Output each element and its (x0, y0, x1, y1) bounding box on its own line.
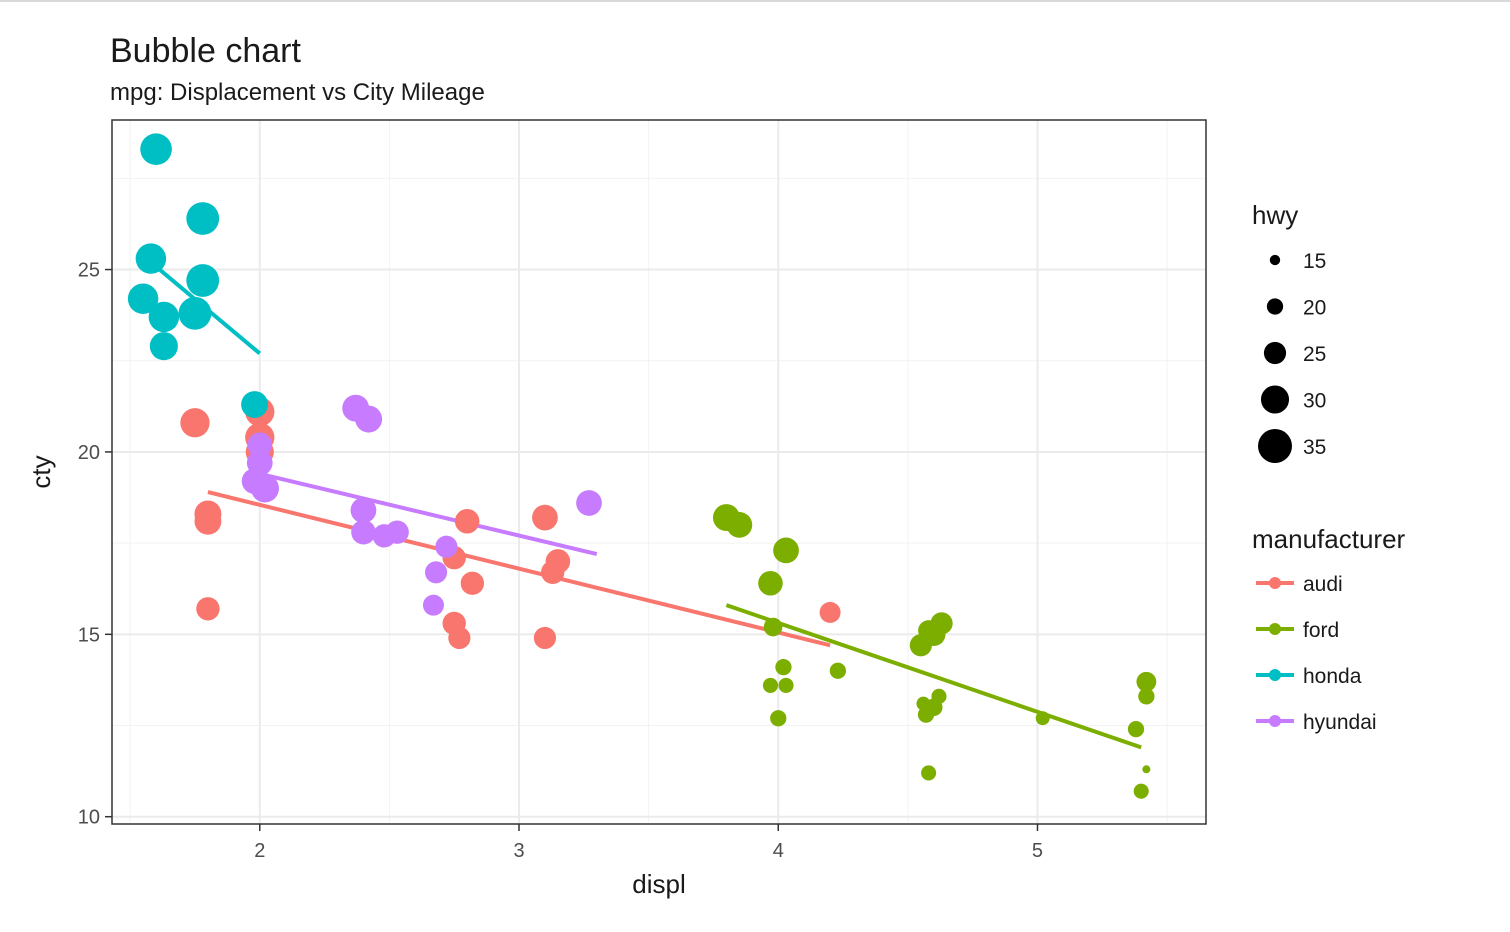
data-point-ford (778, 677, 794, 693)
legend-color-label: honda (1303, 665, 1362, 688)
data-point-audi (194, 500, 222, 528)
data-points (127, 133, 1157, 799)
data-point-ford (770, 710, 787, 727)
plot-area (111, 119, 1207, 825)
trend-line-audi (207, 490, 831, 648)
data-point-honda (149, 332, 178, 361)
data-point-honda (241, 391, 269, 418)
trend-line-hyundai (259, 471, 598, 557)
legend-size-label: 20 (1303, 297, 1326, 320)
data-point-audi (180, 408, 210, 438)
chart-subtitle: mpg: Displacement vs City Mileage (110, 79, 485, 106)
data-point-ford (1136, 671, 1157, 692)
trend-line-ford (725, 603, 1142, 750)
data-point-hyundai (422, 594, 444, 616)
data-point-ford (762, 677, 779, 693)
legend-color-key-dot (1269, 669, 1281, 681)
data-point-audi (532, 504, 558, 531)
legend-size-label: 35 (1303, 436, 1326, 459)
data-point-ford (916, 696, 931, 711)
data-point-hyundai (576, 490, 602, 516)
data-point-honda (186, 202, 220, 235)
data-point-honda (178, 296, 212, 330)
data-point-audi (448, 626, 471, 650)
x-axis: 2 3 4 5 (254, 824, 1043, 862)
data-point-honda (148, 301, 180, 333)
y-tick-label: 20 (78, 442, 100, 464)
data-point-ford (1142, 765, 1151, 774)
data-point-hyundai (250, 474, 279, 503)
chart-title: Bubble chart (110, 32, 301, 70)
data-point-ford (921, 765, 937, 781)
legend-color-key-dot (1269, 623, 1281, 635)
legend-size-label: 30 (1303, 390, 1326, 413)
data-point-ford (829, 662, 847, 679)
data-point-ford (1133, 783, 1149, 799)
data-point-hyundai (355, 405, 383, 433)
legend-size-label: 15 (1303, 250, 1326, 273)
legend-size-key (1260, 385, 1290, 414)
y-tick-label: 15 (78, 624, 100, 646)
y-tick-label: 10 (78, 807, 100, 829)
legend-size-title: hwy (1252, 200, 1298, 230)
data-point-audi (819, 601, 841, 623)
data-point-hyundai (350, 497, 377, 524)
data-point-ford (758, 570, 783, 596)
data-point-honda (186, 264, 220, 297)
y-axis: 10 15 20 25 (78, 260, 112, 829)
legend-size-key (1269, 254, 1281, 266)
y-tick-label: 25 (78, 260, 100, 282)
data-point-ford (1035, 711, 1050, 726)
legend-size-label: 25 (1303, 343, 1326, 366)
x-tick-label: 5 (1032, 840, 1043, 862)
data-point-ford (931, 688, 947, 704)
data-point-hyundai (385, 520, 409, 544)
legend-color-label: audi (1303, 573, 1343, 596)
x-tick-label: 3 (513, 840, 524, 862)
data-point-hyundai (424, 561, 448, 584)
data-point-ford (775, 659, 792, 676)
data-point-audi (460, 571, 485, 595)
data-point-honda (127, 283, 159, 314)
data-point-ford (917, 706, 935, 723)
data-point-honda (135, 243, 167, 274)
legend-color-label: ford (1303, 619, 1339, 642)
legend-color-key-dot (1269, 715, 1281, 727)
window-frame-top (0, 0, 1510, 2)
plot-border (111, 119, 1207, 825)
legend-size-key (1258, 429, 1292, 463)
data-point-hyundai (351, 519, 376, 545)
legend-color-key-dot (1269, 577, 1281, 589)
data-point-audi (533, 626, 557, 650)
data-point-ford (773, 537, 799, 564)
legend-size-key (1266, 298, 1284, 315)
data-point-audi (541, 560, 565, 584)
data-point-audi (196, 597, 220, 621)
legend-size: hwy 15 20 25 30 35 (1252, 200, 1326, 463)
data-point-ford (918, 620, 940, 642)
data-point-ford (763, 617, 783, 637)
y-axis-title: cty (26, 455, 56, 488)
data-point-honda (140, 133, 172, 165)
legend-size-key (1263, 341, 1287, 365)
x-axis-title: displ (632, 869, 685, 899)
data-point-hyundai (435, 535, 458, 558)
data-point-audi (454, 508, 480, 534)
legend-color-label: hyundai (1303, 711, 1377, 734)
legend-color: manufacturer audi ford honda hyundai (1252, 524, 1406, 734)
legend-color-title: manufacturer (1252, 524, 1406, 554)
data-point-ford (726, 512, 753, 538)
data-point-hyundai (247, 432, 273, 457)
data-point-ford (1127, 721, 1145, 738)
grid-minor (112, 120, 1206, 824)
x-tick-label: 4 (773, 840, 784, 862)
data-point-ford (1138, 688, 1155, 705)
x-tick-label: 2 (254, 840, 265, 862)
